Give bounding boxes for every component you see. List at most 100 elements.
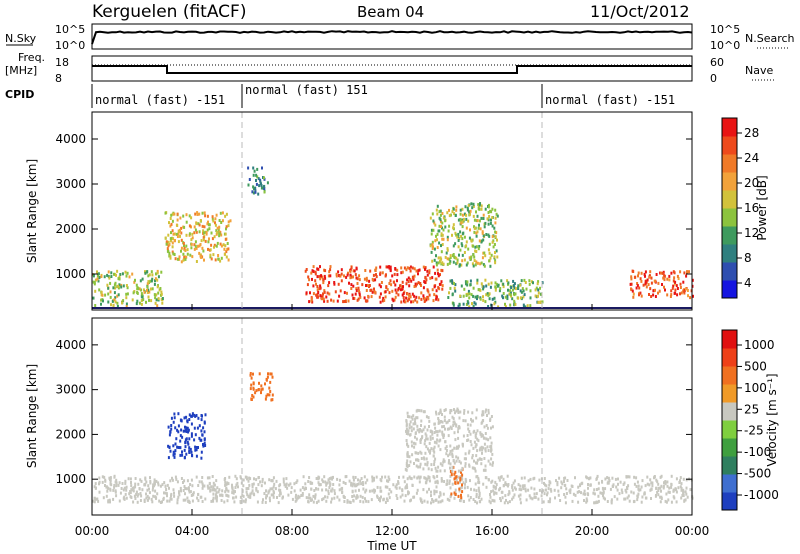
- power-colorbar-swatch-0: [722, 280, 737, 299]
- velocity-colorbar-swatch-6: [722, 384, 737, 403]
- velocity-scatter: [92, 372, 694, 505]
- noise-right-label: N.Search: [745, 32, 795, 45]
- velocity-colorbar-swatch-7: [722, 366, 737, 385]
- freq-left-tick-bottom: 8: [55, 72, 62, 85]
- power-colorbar: 28 24 20 16 12 8 4 Power [dB]: [721, 117, 769, 299]
- velocity-colorbar-swatch-3: [722, 438, 737, 457]
- velocity-ytick-tick-1000: 1000: [55, 472, 86, 486]
- freq-label-2: [MHz]: [5, 64, 37, 77]
- power-yaxis: 1000 2000 3000 4000: [55, 132, 692, 281]
- velocity-colorbar-tick-7: -1000: [744, 488, 779, 502]
- cpid-segment-1: normal (fast) -151: [95, 93, 225, 107]
- velocity-ytick-tick-2000: 2000: [55, 427, 86, 441]
- freq-right-tick-top: 60: [710, 56, 724, 69]
- freq-panel: Freq. [MHz] 18 8 60 0 Nave: [5, 51, 775, 85]
- power-colorbar-tick-2: 20: [744, 176, 759, 190]
- xtick-5: 20:00: [575, 524, 610, 538]
- velocity-colorbar-tick-0: 1000: [744, 338, 775, 352]
- power-colorbar-tick-6: 4: [744, 276, 752, 290]
- power-colorbar-tick-0: 28: [744, 126, 759, 140]
- power-colorbar-swatch-8: [722, 136, 737, 155]
- xtick-0: 00:00: [75, 524, 110, 538]
- velocity-yaxis: 1000 2000 3000 4000: [55, 338, 692, 486]
- power-feature-5: [447, 278, 544, 309]
- velocity-colorbar-swatch-8: [722, 348, 737, 367]
- power-ylabel: Slant Range [km]: [25, 159, 39, 263]
- cpid-label: CPID: [5, 88, 34, 101]
- power-colorbar-swatch-9: [722, 118, 737, 137]
- nave-label: Nave: [745, 64, 773, 77]
- xtick-2: 08:00: [275, 524, 310, 538]
- power-scatter: [92, 166, 694, 309]
- freq-left-tick-top: 18: [55, 56, 69, 69]
- velocity-colorbar-tick-6: -500: [744, 467, 771, 481]
- cpid-segment-2: normal (fast) 151: [245, 83, 368, 97]
- velocity-feature-0: [92, 474, 694, 505]
- velocity-feature-1: [167, 412, 207, 460]
- power-colorbar-tick-3: 16: [744, 201, 759, 215]
- cpid-row: CPID normal (fast) -151 normal (fast) 15…: [5, 83, 675, 108]
- freq-right-tick-bottom: 0: [710, 72, 717, 85]
- power-colorbar-swatch-1: [722, 262, 737, 281]
- power-colorbar-swatch-7: [722, 154, 737, 173]
- velocity-colorbar-swatch-4: [722, 420, 737, 439]
- power-ytick-tick-2000: 2000: [55, 222, 86, 236]
- power-ytick-tick-3000: 3000: [55, 177, 86, 191]
- time-xlabel: Time UT: [366, 539, 417, 553]
- power-feature-6: [629, 269, 694, 300]
- station-title: Kerguelen (fitACF): [92, 2, 246, 22]
- velocity-colorbar-tick-2: 100: [744, 381, 767, 395]
- power-colorbar-tick-4: 12: [744, 226, 759, 240]
- velocity-feature-2: [249, 372, 274, 402]
- velocity-ytick-tick-4000: 4000: [55, 338, 86, 352]
- power-colorbar-tick-1: 24: [744, 151, 759, 165]
- power-feature-0: [92, 269, 164, 309]
- power-panel: 1000 2000 3000 4000 Slant Range [km]: [25, 111, 694, 311]
- velocity-colorbar-swatch-2: [722, 456, 737, 475]
- velocity-colorbar-swatch-5: [722, 402, 737, 421]
- power-ytick-tick-1000: 1000: [55, 267, 86, 281]
- noise-right-tick-bottom: 10^0: [710, 39, 740, 52]
- power-colorbar-swatch-6: [722, 172, 737, 191]
- velocity-ytick-tick-3000: 3000: [55, 383, 86, 397]
- noise-left-tick-bottom: 10^0: [55, 39, 85, 52]
- power-colorbar-swatch-4: [722, 208, 737, 227]
- velocity-colorbar-swatch-9: [722, 330, 737, 349]
- velocity-colorbar-tick-5: -100: [744, 445, 771, 459]
- noise-trace: [91, 30, 693, 45]
- velocity-colorbar-tick-1: 500: [744, 359, 767, 373]
- velocity-colorbar-label: Velocity [m s⁻¹]: [765, 373, 779, 466]
- time-axis: 00:00 04:00 08:00 12:00 16:00 20:00 00:00: [75, 304, 710, 538]
- power-colorbar-swatch-3: [722, 226, 737, 245]
- velocity-ylabel: Slant Range [km]: [25, 364, 39, 468]
- noise-left-label: N.Sky: [5, 32, 37, 45]
- power-colorbar-label: Power [dB]: [755, 175, 769, 240]
- velocity-colorbar-swatch-0: [722, 492, 737, 511]
- velocity-panel: 1000 2000 3000 4000 00:00 04:00 08:00 12:00 16:…: [25, 304, 709, 553]
- xtick-3: 12:00: [375, 524, 410, 538]
- cpid-segment-3: normal (fast) -151: [545, 93, 675, 107]
- velocity-feature-4: [404, 407, 494, 473]
- power-colorbar-swatch-5: [722, 190, 737, 209]
- power-feature-1: [164, 211, 232, 264]
- power-feature-2: [247, 166, 269, 196]
- power-colorbar-swatch-2: [722, 244, 737, 263]
- power-feature-3: [304, 265, 444, 304]
- power-colorbar-tick-5: 8: [744, 251, 752, 265]
- velocity-colorbar-swatch-1: [722, 474, 737, 493]
- noise-panel: N.Sky 10^5 10^0 10^5 10^0 N.Search: [5, 23, 795, 52]
- xtick-6: 00:00: [675, 524, 710, 538]
- date-title: 11/Oct/2012: [590, 2, 690, 21]
- noise-left-tick-top: 10^5: [55, 23, 85, 36]
- velocity-colorbar-tick-3: 25: [744, 402, 759, 416]
- power-feature-4: [429, 202, 499, 268]
- beam-title: Beam 04: [357, 3, 424, 21]
- velocity-colorbar: 1000 500 100 25 -25 -100 -500 -1000 Velocity [m…: [721, 329, 779, 511]
- velocity-colorbar-tick-4: -25: [744, 424, 764, 438]
- freq-trace: [92, 65, 692, 74]
- freq-label-1: Freq.: [18, 51, 45, 64]
- power-ytick-tick-4000: 4000: [55, 132, 86, 146]
- xtick-1: 04:00: [175, 524, 210, 538]
- xtick-4: 16:00: [475, 524, 510, 538]
